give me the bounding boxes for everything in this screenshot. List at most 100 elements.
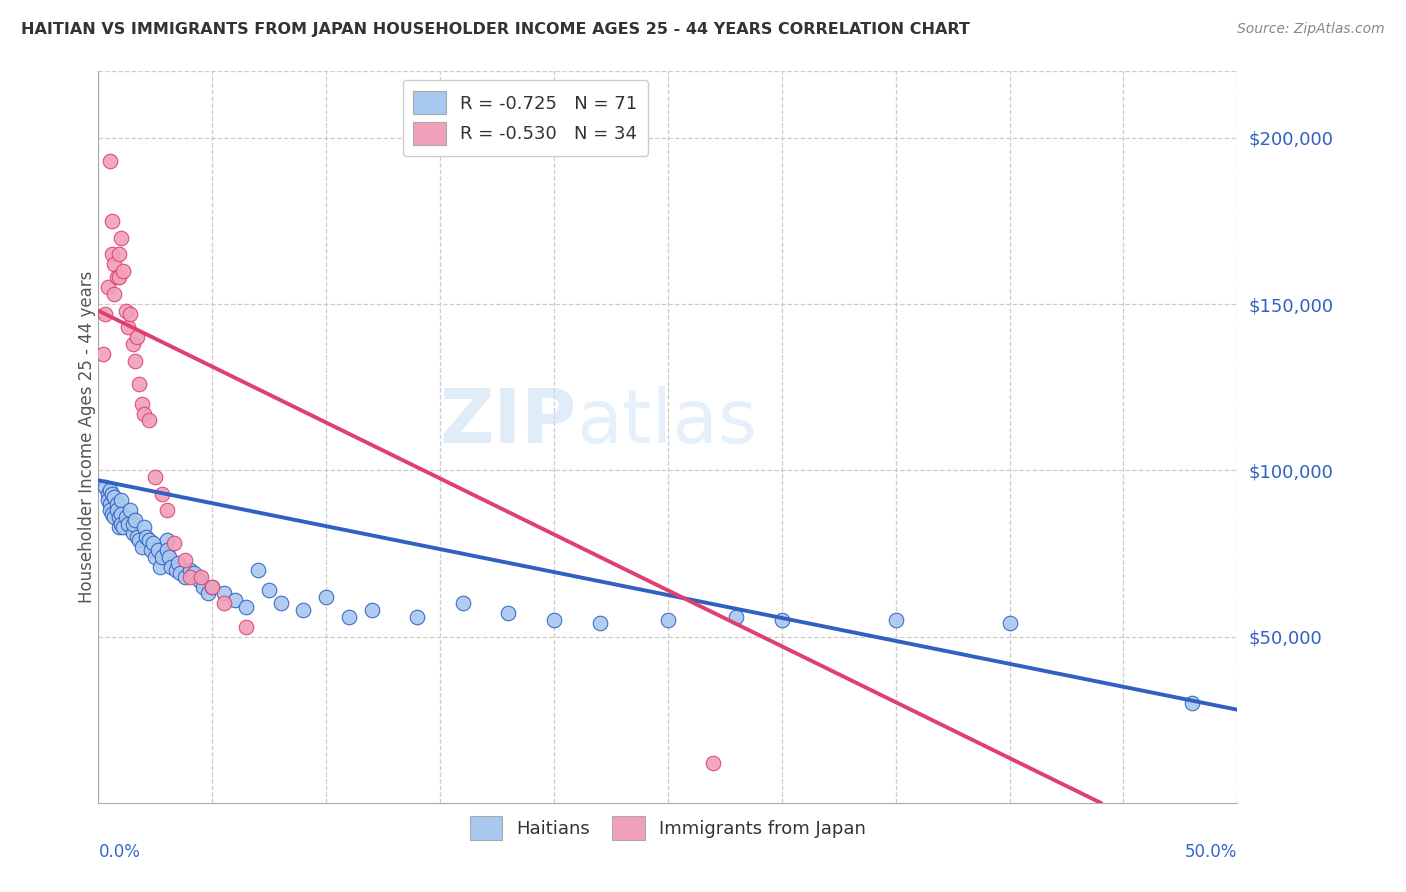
Point xyxy=(702,756,724,770)
Point xyxy=(108,520,131,534)
Point xyxy=(131,540,153,554)
Point xyxy=(292,603,315,617)
Point xyxy=(270,596,292,610)
Point xyxy=(108,270,131,285)
Point xyxy=(498,607,520,621)
Point xyxy=(132,520,155,534)
Point xyxy=(114,303,136,318)
Point xyxy=(165,563,187,577)
Point xyxy=(103,287,125,301)
Point xyxy=(145,549,167,564)
Point xyxy=(145,470,167,484)
Point xyxy=(183,566,205,581)
Point xyxy=(103,257,125,271)
Point xyxy=(124,353,146,368)
Point xyxy=(121,526,143,541)
Point xyxy=(110,507,132,521)
Point xyxy=(149,559,172,574)
Point xyxy=(167,557,190,571)
Point xyxy=(770,613,793,627)
Point xyxy=(98,483,121,498)
Point xyxy=(98,497,121,511)
Point xyxy=(108,509,131,524)
Point xyxy=(110,516,132,531)
Point xyxy=(142,536,165,550)
Point xyxy=(451,596,474,610)
Point xyxy=(135,530,157,544)
Text: HAITIAN VS IMMIGRANTS FROM JAPAN HOUSEHOLDER INCOME AGES 25 - 44 YEARS CORRELATI: HAITIAN VS IMMIGRANTS FROM JAPAN HOUSEHO… xyxy=(21,22,970,37)
Point xyxy=(235,599,257,614)
Point xyxy=(543,613,565,627)
Point xyxy=(128,533,150,548)
Point xyxy=(105,497,128,511)
Point xyxy=(998,616,1021,631)
Point xyxy=(103,509,125,524)
Text: ZIP: ZIP xyxy=(440,386,576,459)
Point xyxy=(337,609,360,624)
Point xyxy=(132,407,155,421)
Point xyxy=(224,593,246,607)
Point xyxy=(120,503,142,517)
Point xyxy=(139,543,162,558)
Point xyxy=(101,507,124,521)
Point xyxy=(127,330,149,344)
Point xyxy=(657,613,679,627)
Point xyxy=(101,214,124,228)
Point xyxy=(96,280,118,294)
Point xyxy=(128,376,150,391)
Point xyxy=(120,307,142,321)
Point xyxy=(94,480,117,494)
Point xyxy=(174,553,197,567)
Point xyxy=(98,503,121,517)
Point xyxy=(212,586,235,600)
Point xyxy=(124,513,146,527)
Point xyxy=(156,503,179,517)
Point xyxy=(112,520,135,534)
Point xyxy=(156,533,179,548)
Point xyxy=(112,264,135,278)
Point xyxy=(110,230,132,244)
Point xyxy=(121,337,143,351)
Point xyxy=(94,307,117,321)
Text: Source: ZipAtlas.com: Source: ZipAtlas.com xyxy=(1237,22,1385,37)
Point xyxy=(884,613,907,627)
Point xyxy=(235,619,257,633)
Point xyxy=(315,590,337,604)
Point xyxy=(138,533,160,548)
Point xyxy=(150,486,173,500)
Point xyxy=(190,570,212,584)
Point xyxy=(201,580,224,594)
Point xyxy=(588,616,610,631)
Point xyxy=(108,247,131,261)
Point xyxy=(201,580,224,594)
Point xyxy=(156,543,179,558)
Y-axis label: Householder Income Ages 25 - 44 years: Householder Income Ages 25 - 44 years xyxy=(79,271,96,603)
Point xyxy=(212,596,235,610)
Point xyxy=(1181,696,1204,710)
Point xyxy=(174,570,197,584)
Point xyxy=(138,413,160,427)
Point xyxy=(179,563,201,577)
Point xyxy=(160,559,183,574)
Point xyxy=(121,516,143,531)
Point xyxy=(101,486,124,500)
Point xyxy=(246,563,269,577)
Point xyxy=(725,609,748,624)
Point xyxy=(197,586,219,600)
Point xyxy=(127,530,149,544)
Point xyxy=(179,570,201,584)
Point xyxy=(110,493,132,508)
Point xyxy=(96,493,118,508)
Point xyxy=(101,247,124,261)
Point xyxy=(187,573,209,587)
Point xyxy=(406,609,429,624)
Point xyxy=(169,566,191,581)
Point xyxy=(193,580,215,594)
Text: 50.0%: 50.0% xyxy=(1185,843,1237,861)
Point xyxy=(360,603,382,617)
Point xyxy=(96,486,118,500)
Point xyxy=(146,543,169,558)
Legend: Haitians, Immigrants from Japan: Haitians, Immigrants from Japan xyxy=(461,807,875,848)
Point xyxy=(131,397,153,411)
Point xyxy=(105,503,128,517)
